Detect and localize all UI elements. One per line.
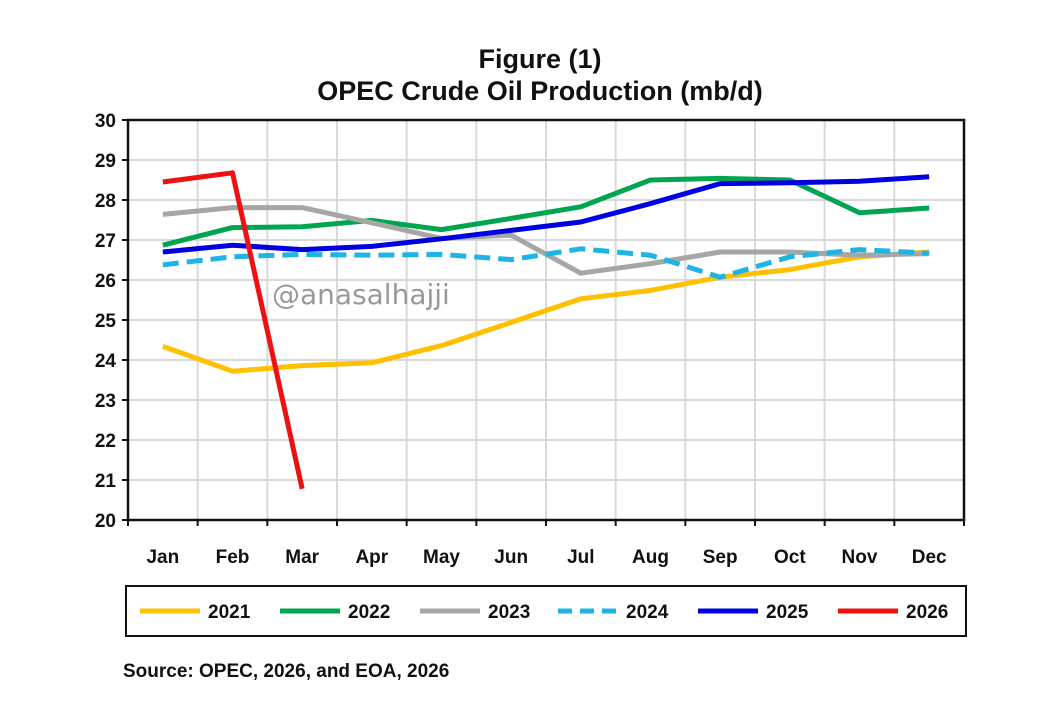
x-tick-label: Feb xyxy=(216,547,250,568)
x-tick-label: Aug xyxy=(632,547,669,568)
y-tick-label: 23 xyxy=(95,391,116,412)
y-tick-label: 25 xyxy=(95,311,117,332)
chart-title: Figure (1) xyxy=(478,44,602,74)
legend-label-2022: 2022 xyxy=(348,602,390,623)
series-line-2025 xyxy=(162,174,930,255)
series-line-2026 xyxy=(162,170,305,490)
legend-label-2026: 2026 xyxy=(906,602,948,623)
y-tick-label: 29 xyxy=(95,151,116,172)
x-tick-label: Nov xyxy=(842,547,878,568)
x-tick-label: Sep xyxy=(703,547,738,568)
watermark: @anasalhajji xyxy=(272,278,450,311)
y-tick-label: 28 xyxy=(95,191,116,212)
y-tick-label: 26 xyxy=(95,271,116,292)
legend-label-2023: 2023 xyxy=(488,602,530,623)
legend-label-2025: 2025 xyxy=(766,602,809,623)
x-tick-label: Jul xyxy=(567,547,594,568)
legend-label-2021: 2021 xyxy=(208,602,251,623)
source-note: Source: OPEC, 2026, and EOA, 2026 xyxy=(123,661,450,682)
legend-label-2024: 2024 xyxy=(626,602,669,623)
y-tick-label: 22 xyxy=(95,431,116,452)
x-tick-label: Jan xyxy=(146,547,179,568)
y-tick-label: 30 xyxy=(95,111,116,132)
x-tick-label: Dec xyxy=(912,547,947,568)
x-tick-label: Oct xyxy=(774,547,806,568)
y-tick-label: 20 xyxy=(95,511,116,532)
legend-box xyxy=(125,585,967,637)
x-tick-label: Mar xyxy=(285,547,319,568)
series-line-2022 xyxy=(162,175,930,248)
x-tick-label: May xyxy=(423,547,460,568)
series-line-2021 xyxy=(161,249,930,374)
y-tick-label: 24 xyxy=(95,351,117,372)
x-tick-label: Apr xyxy=(355,547,388,568)
chart-subtitle: OPEC Crude Oil Production (mb/d) xyxy=(317,76,763,106)
x-tick-label: Jun xyxy=(494,547,528,568)
series-line-2024 xyxy=(162,246,930,280)
y-tick-label: 27 xyxy=(95,231,116,252)
plot-area-border xyxy=(126,118,966,522)
y-tick-label: 21 xyxy=(95,471,117,492)
